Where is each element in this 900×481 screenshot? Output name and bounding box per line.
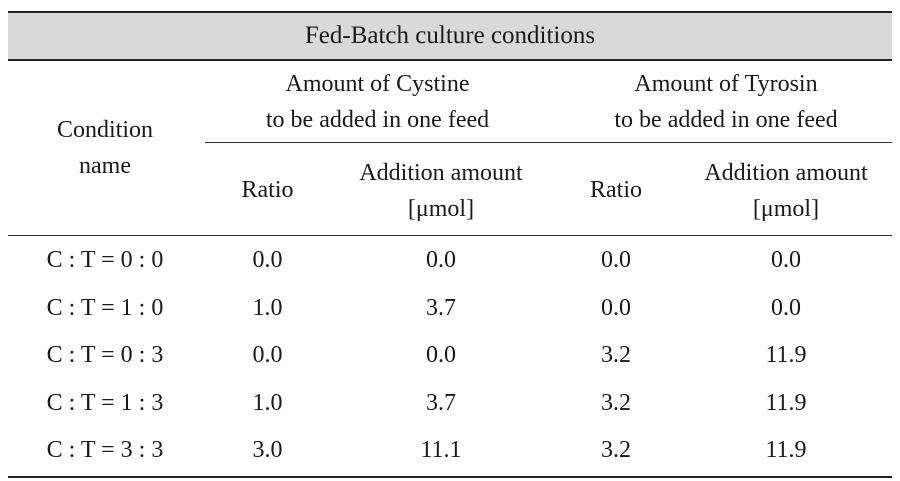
header-cystine-amount-line1: Addition amount [359,160,523,186]
header-cystine-ratio-text: Ratio [241,177,294,203]
header-cystine-amount-line2: [μmol] [407,196,475,222]
table-title-text: Fed-Batch culture conditions [304,22,596,49]
header-cystine-ratio: Ratio [210,172,325,208]
tyrosin-ratio-cell: 0.0 [601,247,631,273]
header-tyrosin-line1: Amount of Tyrosin [634,71,818,97]
header-tyrosin-ratio: Ratio [560,172,672,208]
cystine-amount-cell: 0.0 [426,342,456,368]
tyrosin-amount-cell: 0.0 [771,294,801,321]
condition-name-cell: C : T = 1 : 3 [46,389,164,416]
cystine-ratio-cell: 0.0 [252,342,283,368]
tyrosin-amount-cell: 11.9 [765,437,807,463]
tyrosin-ratio-cell: 3.2 [601,389,631,416]
header-condition-line2: name [79,153,131,179]
tyrosin-ratio-cell: 0.0 [601,294,631,321]
header-condition-line1: Condition [56,117,153,143]
tyrosin-ratio-cell: 3.2 [601,342,631,368]
header-tyrosin-amount-line2: [μmol] [752,196,820,222]
header-cystine-amount: Addition amount [μmol] [335,155,547,227]
condition-name-cell: C : T = 3 : 3 [46,437,164,463]
cystine-amount-cell: 11.1 [420,437,462,463]
header-tyrosin-amount-line1: Addition amount [704,160,868,186]
header-cystine-group: Amount of Cystine to be added in one fee… [210,66,545,138]
header-condition: Condition name [20,112,190,184]
header-cystine-line1: Amount of Cystine [285,71,470,97]
tyrosin-amount-cell: 0.0 [771,247,801,273]
header-tyrosin-line2: to be added in one feed [614,107,838,133]
tyrosin-amount-cell: 11.9 [765,389,807,416]
condition-name-cell: C : T = 1 : 0 [46,294,164,321]
header-tyrosin-ratio-text: Ratio [590,177,642,203]
header-cystine-line2: to be added in one feed [265,107,490,133]
cystine-amount-cell: 3.7 [426,294,456,321]
header-tyrosin-amount: Addition amount [μmol] [680,155,892,227]
table-title: Fed-Batch culture conditions [8,11,892,61]
cystine-ratio-cell: 1.0 [252,389,283,416]
condition-name-cell: C : T = 0 : 0 [46,247,164,273]
cystine-ratio-cell: 3.0 [252,437,283,463]
cystine-amount-cell: 0.0 [426,247,456,273]
cystine-ratio-cell: 0.0 [252,247,283,273]
group-underline [205,142,892,143]
header-rule [8,235,892,236]
condition-name-cell: C : T = 0 : 3 [46,342,164,368]
cystine-ratio-cell: 1.0 [252,294,283,321]
tyrosin-ratio-cell: 3.2 [601,437,631,463]
table-bottom-rule [8,476,892,478]
header-tyrosin-group: Amount of Tyrosin to be added in one fee… [560,66,892,138]
tyrosin-amount-cell: 11.9 [765,342,807,368]
cystine-amount-cell: 3.7 [426,389,456,416]
